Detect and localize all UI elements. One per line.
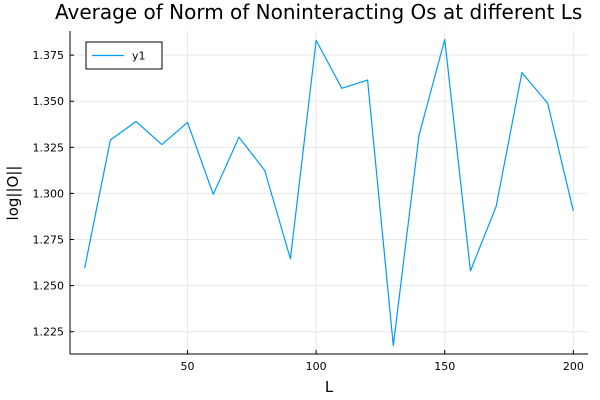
- x-tick-label-2: 150: [434, 360, 455, 373]
- x-tick-label-0: 50: [181, 360, 195, 373]
- y-tick-label-3: 1.300: [33, 187, 65, 200]
- series-line-y1: [84, 38, 574, 347]
- legend-label-y1: y1: [132, 50, 146, 63]
- y-tick-label-2: 1.275: [33, 234, 65, 247]
- chart-title: Average of Norm of Noninteracting Os at …: [55, 0, 582, 24]
- y-axis-label: log||O||: [4, 166, 22, 221]
- y-tick-label-6: 1.375: [33, 49, 65, 62]
- x-axis-label: L: [325, 378, 334, 396]
- y-tick-label-4: 1.325: [33, 141, 65, 154]
- y-tick-label-0: 1.225: [33, 326, 65, 339]
- series-layer: [84, 38, 574, 347]
- legend: y1: [85, 41, 163, 70]
- x-tick-label-3: 200: [563, 360, 584, 373]
- grid: [70, 31, 588, 354]
- y-tick-label-1: 1.250: [33, 280, 65, 293]
- y-tick-label-5: 1.350: [33, 95, 65, 108]
- x-tick-label-1: 100: [306, 360, 327, 373]
- axes: 50 100 150 200 1.225 1.250 1.275 1.300 1.325 1.35…: [33, 31, 588, 373]
